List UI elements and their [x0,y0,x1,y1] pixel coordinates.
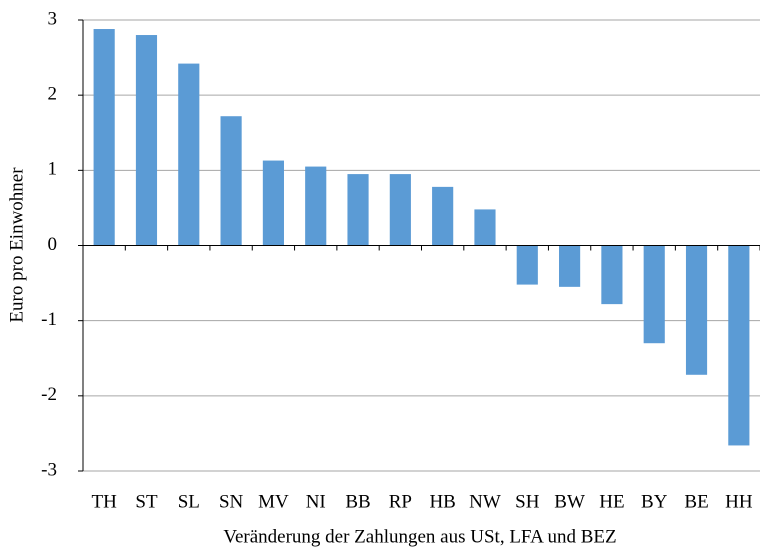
x-tick-label: BY [641,491,668,512]
x-tick-label: NW [469,491,501,512]
x-tick-label: MV [258,491,289,512]
y-tick-label: -3 [41,459,57,480]
bar [135,35,158,246]
bar [685,245,708,375]
x-tick-label: HE [599,491,624,512]
bar [93,29,115,246]
y-tick-label: 3 [48,8,58,29]
x-tick-label: SH [515,491,540,512]
bar [643,245,665,344]
bar [601,245,623,305]
x-tick-label: SN [219,491,244,512]
bar [389,174,411,246]
bar [262,160,284,246]
y-tick-label: 0 [48,234,58,255]
bar [220,116,242,246]
x-tick-label: HH [725,491,753,512]
bar [728,245,750,446]
bar [347,174,369,246]
x-tick-label: TH [91,491,117,512]
x-tick-label: BW [554,491,585,512]
y-tick-label: -1 [41,309,57,330]
x-tick-label: ST [135,491,158,512]
x-tick-label: NI [306,491,326,512]
bar [432,186,454,246]
bar [559,245,581,287]
bar [474,209,496,246]
x-tick-label: RP [389,491,412,512]
y-tick-label: 2 [48,84,58,105]
bar [178,63,200,246]
x-tick-label: BE [684,491,708,512]
bar [516,245,538,285]
y-axis-title: Euro pro Einwohner [6,167,27,323]
y-tick-label: 1 [48,159,58,180]
x-tick-label: SL [178,491,200,512]
x-tick-label: BB [345,491,370,512]
x-axis-title: Veränderung der Zahlungen aus USt, LFA u… [223,526,616,547]
y-tick-label: -2 [41,384,57,405]
bar [305,166,327,246]
x-tick-label: HB [429,491,455,512]
